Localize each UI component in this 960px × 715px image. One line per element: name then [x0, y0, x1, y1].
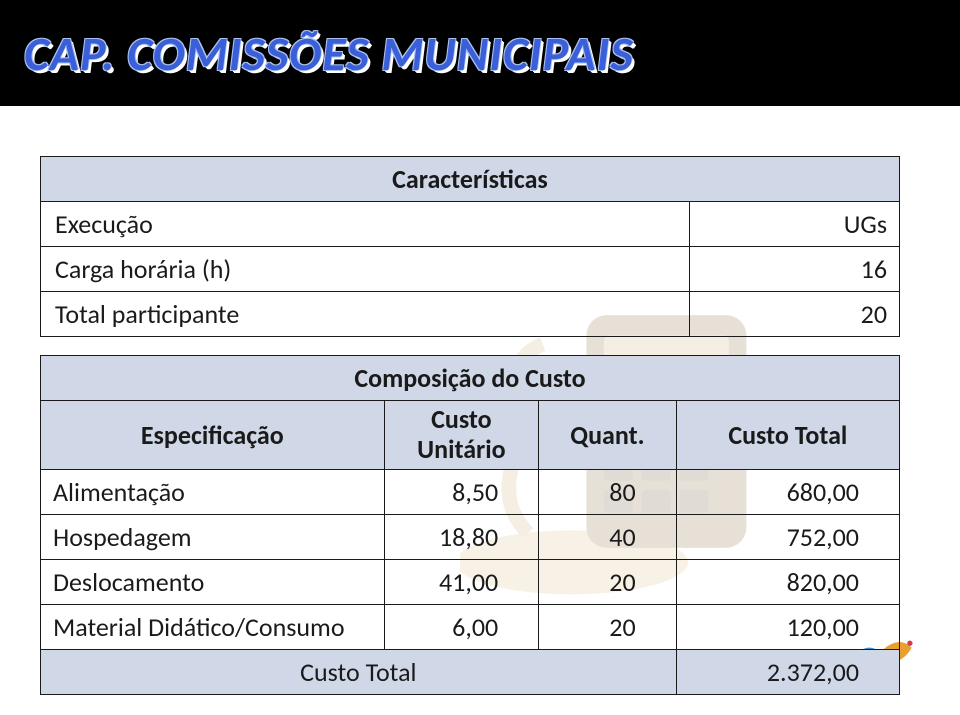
cost-row: Hospedagem 18,80 40 752,00	[41, 514, 900, 559]
char-label: Carga horária (h)	[41, 247, 690, 292]
cost-total: 680,00	[676, 469, 899, 514]
char-label: Execução	[41, 202, 690, 247]
col-qty: Quant.	[539, 401, 676, 470]
cost-unit: 18,80	[384, 514, 539, 559]
cost-total: 120,00	[676, 604, 899, 649]
cost-spec: Alimentação	[41, 469, 385, 514]
cost-table: Composição do Custo Especificação Custo …	[40, 355, 900, 695]
cost-total: 820,00	[676, 559, 899, 604]
col-spec: Especificação	[41, 401, 385, 470]
characteristics-table: Características Execução UGs Carga horár…	[40, 156, 900, 337]
slide-title: CAP. COMISSÕES MUNICIPAIS	[24, 24, 634, 83]
cost-row: Deslocamento 41,00 20 820,00	[41, 559, 900, 604]
char-row: Total participante 20	[41, 292, 900, 337]
total-label: Custo Total	[41, 649, 677, 694]
cost-total: 752,00	[676, 514, 899, 559]
cost-qty: 20	[539, 559, 676, 604]
col-total: Custo Total	[676, 401, 899, 470]
content-area: Características Execução UGs Carga horár…	[0, 106, 960, 695]
char-value: 20	[690, 292, 900, 337]
cost-qty: 80	[539, 469, 676, 514]
cost-spec: Deslocamento	[41, 559, 385, 604]
characteristics-header: Características	[41, 157, 900, 202]
cost-unit: 41,00	[384, 559, 539, 604]
char-value: 16	[690, 247, 900, 292]
cost-spec: Material Didático/Consumo	[41, 604, 385, 649]
char-row: Carga horária (h) 16	[41, 247, 900, 292]
cost-row: Alimentação 8,50 80 680,00	[41, 469, 900, 514]
cost-unit: 6,00	[384, 604, 539, 649]
cost-unit: 8,50	[384, 469, 539, 514]
cost-header: Composição do Custo	[41, 356, 900, 401]
col-unit: Custo Unitário	[384, 401, 539, 470]
char-label: Total participante	[41, 292, 690, 337]
total-value: 2.372,00	[676, 649, 899, 694]
cost-spec: Hospedagem	[41, 514, 385, 559]
title-bar: CAP. COMISSÕES MUNICIPAIS	[0, 0, 960, 106]
char-value: UGs	[690, 202, 900, 247]
cost-qty: 40	[539, 514, 676, 559]
char-row: Execução UGs	[41, 202, 900, 247]
cost-row: Material Didático/Consumo 6,00 20 120,00	[41, 604, 900, 649]
cost-qty: 20	[539, 604, 676, 649]
